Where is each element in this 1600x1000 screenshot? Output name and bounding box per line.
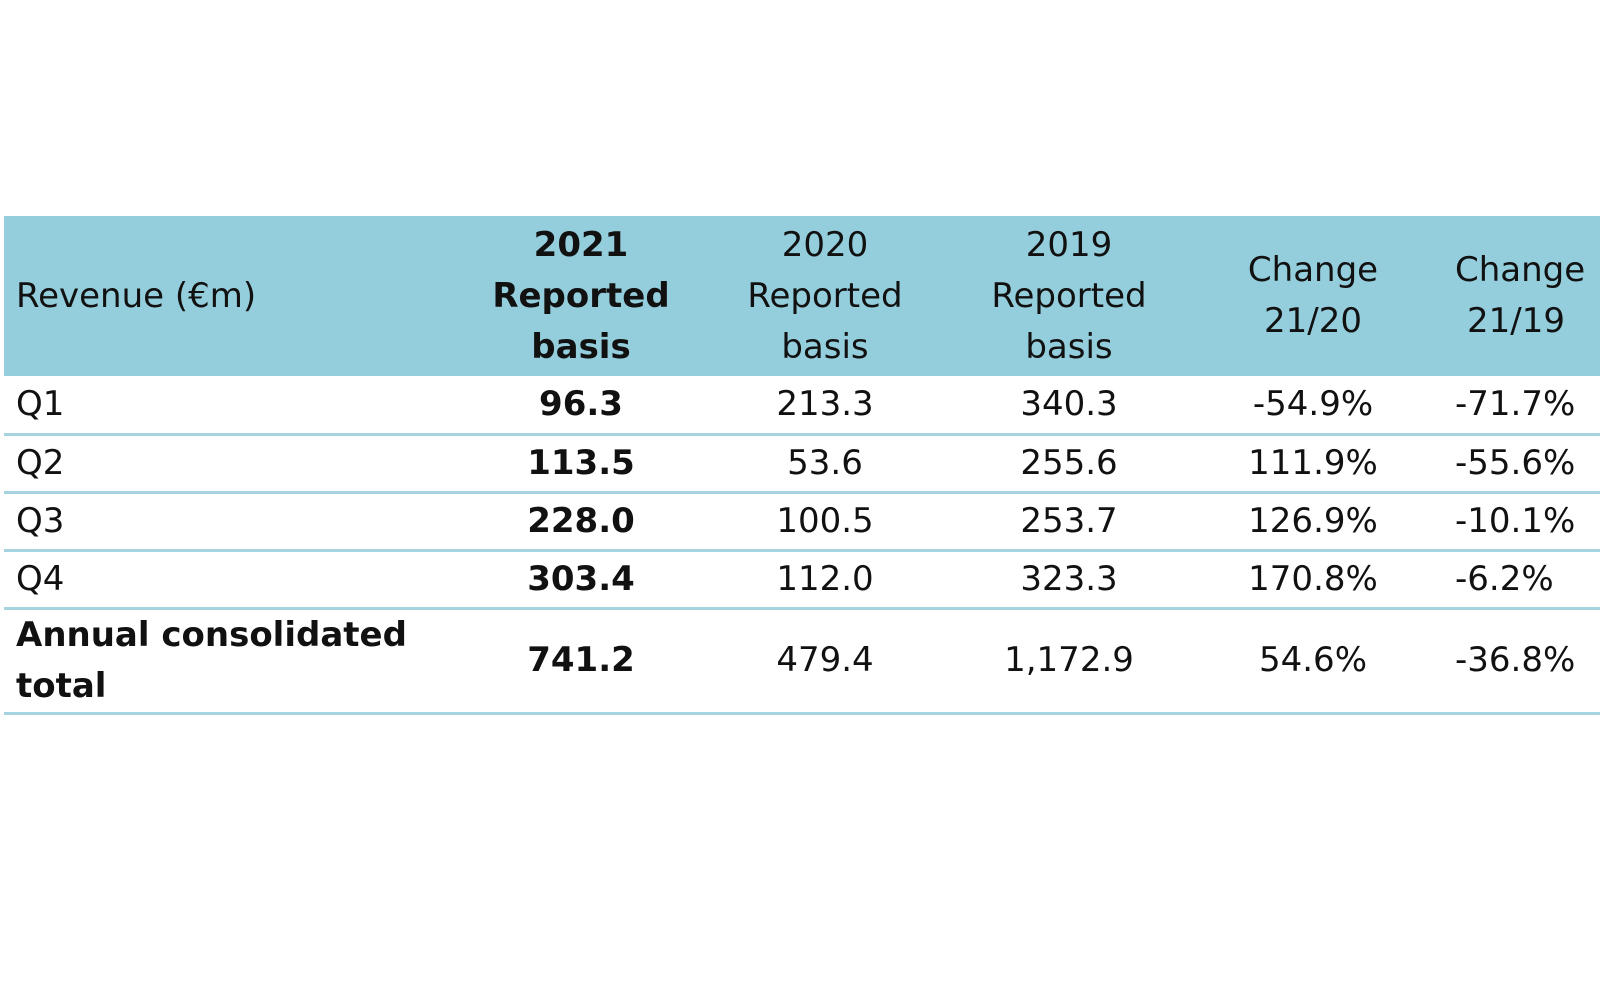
header-2019-line3: basis bbox=[1025, 326, 1113, 367]
cell-change-21-20: 54.6% bbox=[1258, 640, 1367, 680]
header-2020-line3: basis bbox=[781, 326, 869, 367]
table-header: Revenue (€m) 2021 Reported basis 2020 Re… bbox=[4, 216, 1600, 376]
revenue-table: Revenue (€m) 2021 Reported basis 2020 Re… bbox=[4, 216, 1600, 715]
cell-2020: 213.3 bbox=[776, 383, 874, 424]
header-change-21-19-line1: Change bbox=[1455, 250, 1586, 290]
header-2021-line3: basis bbox=[531, 326, 631, 367]
header-change-21-20: Change 21/20 bbox=[1191, 216, 1435, 376]
table-row-q1: Q1 96.3 213.3 340.3 -54.9% -71.7% bbox=[4, 376, 1600, 434]
table-row-annual-total: Annual consolidated total 741.2 479.4 1,… bbox=[4, 608, 1600, 713]
cell-change-21-20: -54.9% bbox=[1252, 383, 1374, 424]
row-label: Q1 bbox=[16, 383, 65, 424]
table-row-q2: Q2 113.5 53.6 255.6 111.9% -55.6% bbox=[4, 434, 1600, 492]
cell-change-21-19: -55.6% bbox=[1455, 442, 1576, 483]
cell-2019: 1,172.9 bbox=[1004, 640, 1134, 680]
cell-2020: 112.0 bbox=[776, 558, 874, 599]
table-body: Q1 96.3 213.3 340.3 -54.9% -71.7% Q2 113… bbox=[4, 376, 1600, 713]
header-2021-line2: Reported bbox=[492, 275, 670, 316]
cell-2019: 255.6 bbox=[1020, 442, 1118, 483]
header-2021-reported: 2021 Reported basis bbox=[459, 216, 703, 376]
cell-change-21-20: 170.8% bbox=[1248, 558, 1378, 599]
table-row-q3: Q3 228.0 100.5 253.7 126.9% -10.1% bbox=[4, 492, 1600, 550]
cell-2021: 96.3 bbox=[539, 383, 623, 424]
table-row-q4: Q4 303.4 112.0 323.3 170.8% -6.2% bbox=[4, 550, 1600, 608]
cell-change-21-19: -10.1% bbox=[1455, 500, 1576, 541]
header-revenue-label: Revenue (€m) bbox=[16, 275, 257, 316]
cell-change-21-19: -6.2% bbox=[1455, 558, 1554, 599]
header-change-21-20-line1: Change bbox=[1247, 250, 1379, 290]
header-change-21-20-line2: 21/20 bbox=[1264, 301, 1362, 341]
cell-2019: 253.7 bbox=[1020, 500, 1118, 541]
cell-change-21-19: -71.7% bbox=[1455, 383, 1576, 424]
row-label: Q4 bbox=[16, 558, 65, 599]
cell-2021: 113.5 bbox=[527, 442, 635, 483]
header-2019-reported: 2019 Reported basis bbox=[947, 216, 1191, 376]
row-label: Annual consolidated total bbox=[16, 614, 407, 706]
cell-change-21-20: 126.9% bbox=[1248, 500, 1378, 541]
cell-2021: 228.0 bbox=[527, 500, 635, 541]
header-2019-year: 2019 bbox=[1025, 224, 1113, 265]
cell-2021: 741.2 bbox=[527, 640, 635, 680]
header-2020-line2: Reported bbox=[747, 275, 903, 316]
cell-2019: 323.3 bbox=[1020, 558, 1118, 599]
revenue-table-container: Revenue (€m) 2021 Reported basis 2020 Re… bbox=[4, 216, 1600, 715]
cell-2019: 340.3 bbox=[1020, 383, 1118, 424]
header-2020-reported: 2020 Reported basis bbox=[703, 216, 947, 376]
header-row: Revenue (€m) 2021 Reported basis 2020 Re… bbox=[4, 216, 1600, 376]
header-2020-year: 2020 bbox=[781, 224, 869, 265]
header-change-21-19: Change 21/19 bbox=[1435, 216, 1600, 376]
cell-2020: 479.4 bbox=[776, 640, 874, 680]
header-change-21-19-line2: 21/19 bbox=[1467, 301, 1565, 341]
cell-2021: 303.4 bbox=[527, 558, 635, 599]
header-2019-line2: Reported bbox=[991, 275, 1147, 316]
header-2021-year: 2021 bbox=[533, 224, 629, 265]
row-label: Q2 bbox=[16, 442, 65, 483]
cell-2020: 100.5 bbox=[776, 500, 874, 541]
row-label: Q3 bbox=[16, 500, 65, 541]
cell-2020: 53.6 bbox=[787, 442, 863, 483]
cell-change-21-20: 111.9% bbox=[1248, 442, 1378, 483]
cell-change-21-19: -36.8% bbox=[1455, 640, 1576, 680]
